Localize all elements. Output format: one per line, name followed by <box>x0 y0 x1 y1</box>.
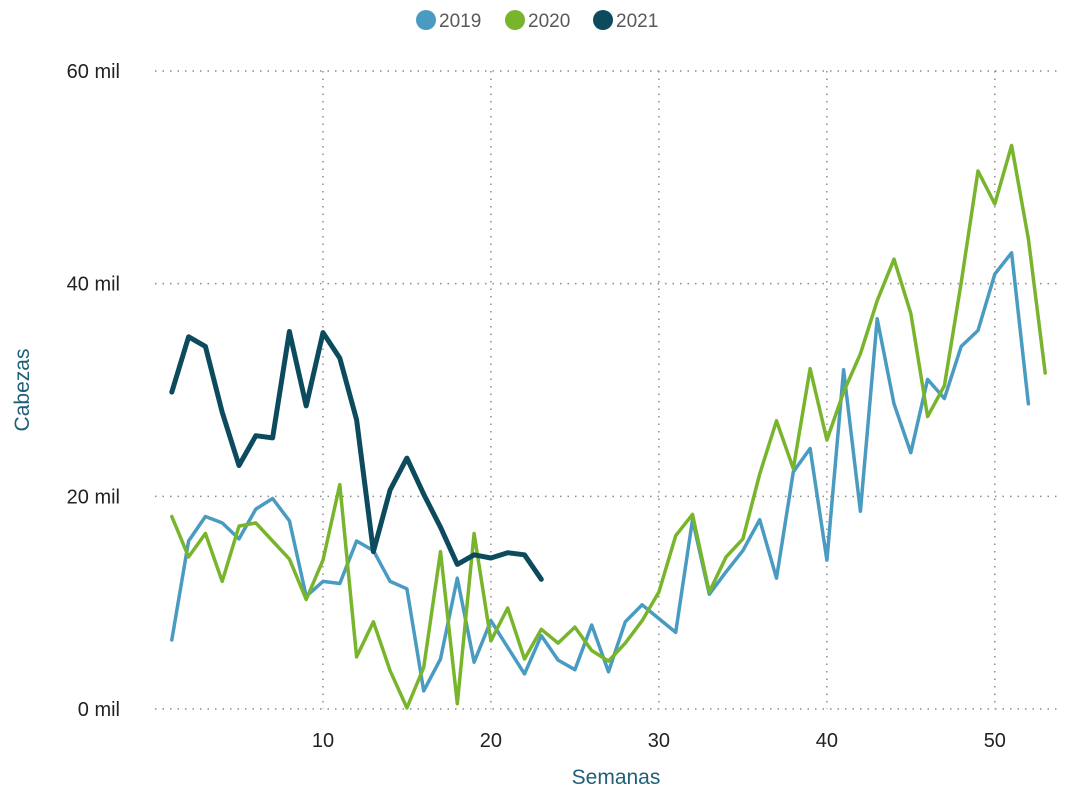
series-lines <box>169 143 1047 710</box>
series-line-2021 <box>169 329 544 582</box>
y-tick-label: 20 mil <box>67 486 120 508</box>
legend: 2019 2020 2021 <box>416 10 658 32</box>
x-tick-label: 40 <box>816 730 838 752</box>
x-tick-label: 50 <box>984 730 1006 752</box>
gridlines <box>155 70 1062 710</box>
legend-item-2021[interactable]: 2021 <box>593 10 658 32</box>
x-tick-label: 10 <box>312 730 334 752</box>
y-axis-title: Cabezas <box>11 349 34 432</box>
y-tick-label: 40 mil <box>67 274 120 296</box>
legend-item-2019[interactable]: 2019 <box>416 10 481 32</box>
legend-label-2019: 2019 <box>439 11 481 32</box>
x-tick-label: 20 <box>480 730 502 752</box>
y-tick-label: 0 mil <box>78 699 120 721</box>
x-axis-title: Semanas <box>572 766 661 789</box>
legend-marker-2019 <box>416 10 436 30</box>
legend-item-2020[interactable]: 2020 <box>505 10 570 32</box>
series-line-2019 <box>170 251 1031 693</box>
legend-marker-2020 <box>505 10 525 30</box>
y-axis-ticks: 0 mil 20 mil 40 mil 60 mil <box>67 61 120 721</box>
legend-label-2020: 2020 <box>528 11 570 32</box>
x-tick-label: 30 <box>648 730 670 752</box>
legend-label-2021: 2021 <box>616 11 658 32</box>
series-line-2020 <box>170 143 1047 710</box>
x-axis-ticks: 10 20 30 40 50 <box>312 730 1006 752</box>
legend-marker-2021 <box>593 10 613 30</box>
y-tick-label: 60 mil <box>67 61 120 83</box>
